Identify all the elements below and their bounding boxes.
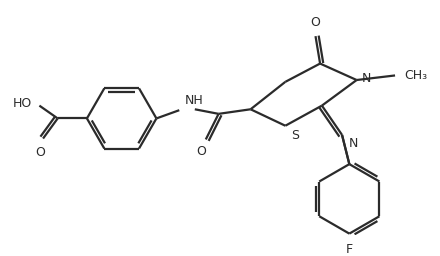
Text: NH: NH	[185, 93, 204, 106]
Text: O: O	[311, 16, 320, 29]
Text: CH₃: CH₃	[404, 69, 427, 82]
Text: N: N	[348, 137, 358, 150]
Text: N: N	[362, 72, 371, 85]
Text: HO: HO	[13, 97, 32, 110]
Text: S: S	[291, 129, 299, 142]
Text: O: O	[196, 145, 206, 158]
Text: O: O	[35, 146, 45, 159]
Text: F: F	[346, 243, 353, 256]
